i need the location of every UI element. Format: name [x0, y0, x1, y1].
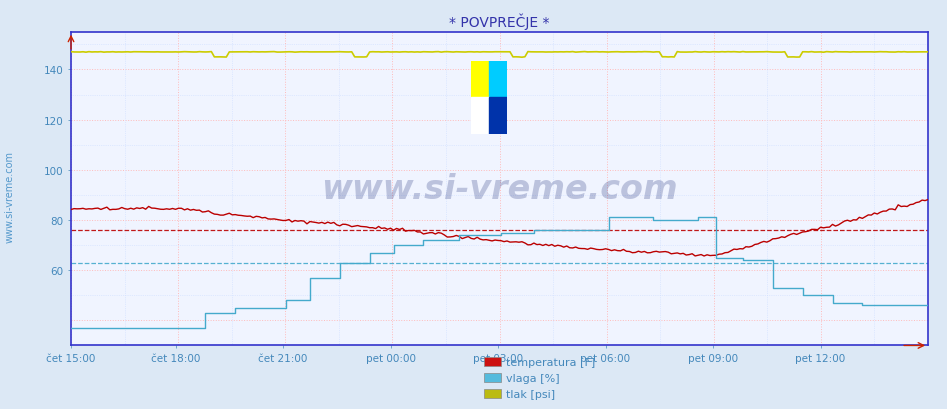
Bar — [471, 61, 489, 98]
Bar — [489, 61, 507, 98]
Text: www.si-vreme.com: www.si-vreme.com — [5, 151, 14, 242]
Bar — [489, 98, 507, 135]
Title: * POVPREČJE *: * POVPREČJE * — [449, 14, 550, 30]
Legend: temperatura [F], vlaga [%], tlak [psi]: temperatura [F], vlaga [%], tlak [psi] — [479, 352, 600, 403]
Bar — [471, 98, 489, 135]
Text: www.si-vreme.com: www.si-vreme.com — [321, 173, 678, 206]
